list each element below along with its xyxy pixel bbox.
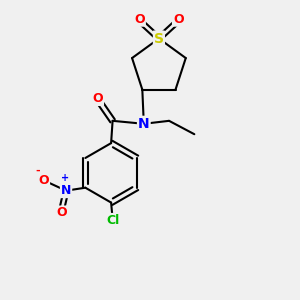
- Text: O: O: [56, 206, 67, 220]
- Text: -: -: [35, 165, 40, 176]
- Text: +: +: [61, 173, 70, 183]
- Text: S: S: [154, 32, 164, 46]
- Text: N: N: [138, 117, 150, 131]
- Text: O: O: [92, 92, 103, 105]
- Text: O: O: [134, 13, 145, 26]
- Text: N: N: [61, 184, 71, 197]
- Text: O: O: [173, 13, 184, 26]
- Text: O: O: [38, 174, 49, 187]
- Text: Cl: Cl: [106, 214, 119, 227]
